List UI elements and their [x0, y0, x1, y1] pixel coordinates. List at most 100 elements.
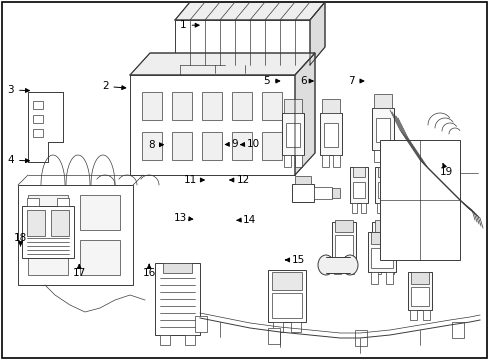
Bar	[294, 176, 310, 184]
Bar	[282, 113, 304, 155]
Text: 5: 5	[263, 76, 279, 86]
Bar	[184, 335, 195, 345]
Bar	[163, 263, 192, 273]
Bar	[352, 167, 364, 177]
Bar	[375, 118, 389, 142]
Bar	[325, 257, 349, 273]
Bar	[80, 195, 120, 230]
Bar	[284, 155, 290, 167]
Bar	[429, 164, 459, 182]
Bar	[22, 206, 74, 258]
Bar	[324, 123, 337, 147]
Bar	[334, 235, 352, 257]
Text: 6: 6	[299, 76, 312, 86]
Bar	[384, 150, 391, 162]
Bar	[371, 108, 393, 150]
Bar	[80, 240, 120, 275]
Bar	[407, 272, 431, 310]
Text: 8: 8	[148, 140, 163, 150]
Bar	[409, 310, 416, 320]
Bar	[377, 167, 389, 177]
Bar	[215, 63, 244, 73]
Text: 14: 14	[237, 215, 256, 225]
Bar	[271, 272, 302, 290]
Bar	[334, 220, 352, 232]
Bar	[385, 272, 392, 284]
Bar	[370, 232, 392, 244]
Bar	[370, 248, 392, 268]
Bar	[262, 132, 282, 160]
Bar	[284, 99, 302, 113]
Polygon shape	[309, 2, 325, 65]
Bar	[142, 92, 162, 120]
Text: 4: 4	[7, 155, 29, 165]
Polygon shape	[294, 53, 314, 175]
Bar	[267, 328, 280, 344]
Bar	[374, 235, 392, 257]
Bar	[290, 322, 301, 332]
Text: 9: 9	[225, 139, 238, 149]
Bar	[385, 203, 390, 213]
Bar	[386, 262, 393, 274]
Bar	[374, 167, 392, 203]
Bar	[333, 262, 340, 274]
Bar	[331, 222, 355, 262]
Bar	[346, 262, 353, 274]
Bar	[175, 20, 309, 65]
Bar	[379, 140, 459, 260]
Ellipse shape	[317, 255, 333, 275]
Bar	[373, 262, 380, 274]
Text: 1: 1	[180, 20, 199, 30]
Bar	[130, 75, 294, 175]
Text: 2: 2	[102, 81, 125, 91]
Bar	[373, 94, 391, 108]
Bar	[410, 287, 428, 306]
Text: 10: 10	[240, 139, 259, 149]
Bar	[351, 203, 356, 213]
Bar	[376, 203, 381, 213]
Bar	[451, 322, 463, 338]
Text: 17: 17	[72, 264, 86, 278]
Bar	[285, 123, 299, 147]
Ellipse shape	[341, 255, 357, 275]
Bar	[202, 92, 222, 120]
Bar	[160, 335, 170, 345]
Text: 19: 19	[439, 163, 452, 177]
Bar	[352, 182, 364, 198]
Polygon shape	[175, 2, 325, 20]
Text: 16: 16	[142, 264, 156, 278]
Bar	[172, 132, 192, 160]
Bar	[272, 322, 283, 332]
Bar	[319, 113, 341, 155]
Bar	[231, 132, 251, 160]
Bar	[155, 263, 200, 335]
Bar	[377, 182, 389, 198]
Bar	[354, 330, 366, 346]
Bar	[28, 240, 68, 275]
Bar	[410, 272, 428, 284]
Bar	[321, 99, 339, 113]
Text: 12: 12	[229, 175, 249, 185]
Bar	[57, 198, 69, 206]
Bar	[142, 132, 162, 160]
Bar	[291, 184, 313, 202]
Bar	[374, 220, 392, 232]
Text: 3: 3	[7, 85, 29, 95]
Bar	[332, 155, 339, 167]
Bar	[27, 198, 39, 206]
Text: 13: 13	[173, 213, 192, 223]
Polygon shape	[130, 53, 314, 75]
Bar	[371, 222, 395, 262]
Bar	[18, 185, 133, 285]
Bar	[360, 203, 365, 213]
Bar	[28, 195, 68, 230]
Bar	[271, 293, 302, 318]
Bar	[321, 155, 328, 167]
Text: 11: 11	[183, 175, 204, 185]
Bar	[195, 316, 206, 332]
Bar	[27, 210, 45, 236]
Bar	[422, 310, 429, 320]
Bar	[349, 167, 367, 203]
Bar	[51, 210, 69, 236]
Text: 18: 18	[14, 233, 27, 246]
